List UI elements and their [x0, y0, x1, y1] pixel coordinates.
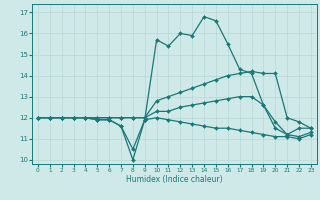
- X-axis label: Humidex (Indice chaleur): Humidex (Indice chaleur): [126, 175, 223, 184]
